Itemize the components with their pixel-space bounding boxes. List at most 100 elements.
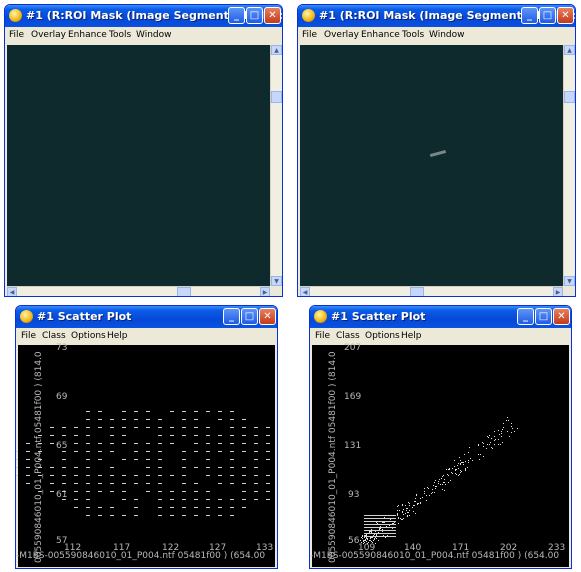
- scatter-point: [377, 523, 378, 524]
- scatter-point: [412, 507, 413, 508]
- menu-file[interactable]: File: [9, 30, 25, 40]
- vertical-scrollbar[interactable]: ▲ ▼: [563, 45, 575, 286]
- scatter-point: [372, 537, 373, 538]
- horizontal-scrollbar[interactable]: ◀ ▶: [300, 286, 563, 296]
- scatter-point: [62, 499, 66, 500]
- scatter-point: [456, 469, 457, 470]
- scatter-plot-area[interactable]: 005590846010_01_P004.ntf 05481f00 ) (814…: [310, 343, 569, 567]
- scatter-point: [376, 521, 380, 522]
- menu-enhance[interactable]: Enhance: [361, 30, 400, 40]
- scatter-point: [230, 507, 234, 508]
- scroll-right-arrow[interactable]: ▶: [553, 287, 563, 296]
- horizontal-scrollbar[interactable]: ◀ ▶: [7, 286, 270, 296]
- scroll-up-arrow[interactable]: ▲: [271, 45, 282, 55]
- scatter-point: [380, 524, 384, 525]
- scatter-point: [16, 459, 18, 460]
- scroll-left-arrow[interactable]: ◀: [7, 287, 17, 296]
- scatter-point: [371, 537, 372, 538]
- menu-class[interactable]: Class: [336, 331, 360, 341]
- scroll-down-arrow[interactable]: ▼: [271, 276, 282, 286]
- scroll-thumb-horizontal[interactable]: [410, 287, 424, 296]
- scatter-point: [146, 475, 150, 476]
- minimize-button[interactable]: _: [228, 7, 245, 24]
- scatter-point: [110, 483, 114, 484]
- vertical-scrollbar[interactable]: ▲ ▼: [270, 45, 282, 286]
- maximize-button[interactable]: □: [246, 7, 263, 24]
- scroll-up-arrow[interactable]: ▲: [564, 45, 575, 55]
- scatter-point: [432, 489, 433, 490]
- scatter-point: [427, 487, 428, 488]
- scroll-left-arrow[interactable]: ◀: [300, 287, 310, 296]
- scatter-plot-window-1[interactable]: #1 Scatter Plot _ □ ✕ File Class Options…: [15, 305, 278, 569]
- scroll-thumb[interactable]: [271, 91, 282, 103]
- scatter-point: [50, 467, 54, 468]
- menu-file[interactable]: File: [302, 30, 318, 40]
- scatter-point: [367, 543, 368, 544]
- menu-class[interactable]: Class: [42, 331, 66, 341]
- scatter-point: [38, 451, 42, 452]
- scatter-point: [206, 467, 210, 468]
- menu-help[interactable]: Help: [401, 331, 422, 341]
- close-button[interactable]: ✕: [557, 7, 574, 24]
- scatter-plot-area[interactable]: 005590846010_01_P004.ntf 05481f00 ) (814…: [16, 343, 275, 567]
- scatter-point: [459, 474, 460, 475]
- scatter-point: [509, 436, 510, 437]
- scatter-point: [194, 411, 198, 412]
- menu-window[interactable]: Window: [429, 30, 465, 40]
- scatter-point: [369, 540, 370, 541]
- title-bar[interactable]: #1 Scatter Plot _ □ ✕: [16, 306, 277, 328]
- scatter-point: [254, 467, 258, 468]
- maximize-button[interactable]: □: [539, 7, 556, 24]
- scatter-point: [388, 536, 392, 537]
- x-tick-label: 171: [452, 543, 470, 553]
- menu-file[interactable]: File: [315, 331, 331, 341]
- menu-tools[interactable]: Tools: [109, 30, 132, 40]
- menu-options[interactable]: Options: [71, 331, 106, 341]
- image-canvas[interactable]: [7, 45, 270, 286]
- scatter-point: [508, 420, 509, 421]
- scatter-point: [374, 534, 375, 535]
- close-button[interactable]: ✕: [553, 308, 570, 325]
- title-bar[interactable]: #1 (R:ROI Mask (Image Segment #1: (R) :2…: [298, 5, 575, 27]
- scatter-point: [495, 439, 496, 440]
- image-canvas[interactable]: [300, 45, 563, 286]
- scatter-point: [266, 427, 270, 428]
- menu-overlay[interactable]: Overlay: [324, 30, 359, 40]
- scatter-point: [387, 535, 388, 536]
- menu-overlay[interactable]: Overlay: [31, 30, 66, 40]
- scatter-point: [206, 443, 210, 444]
- window-title: #1 Scatter Plot: [331, 310, 426, 323]
- scatter-point: [517, 428, 518, 429]
- close-button[interactable]: ✕: [264, 7, 281, 24]
- scroll-right-arrow[interactable]: ▶: [260, 287, 270, 296]
- menu-tools[interactable]: Tools: [402, 30, 425, 40]
- minimize-button[interactable]: _: [223, 308, 240, 325]
- menu-window[interactable]: Window: [136, 30, 172, 40]
- scatter-point: [507, 431, 508, 432]
- scatter-point: [413, 505, 414, 506]
- scatter-plot-window-2[interactable]: #1 Scatter Plot _ □ ✕ File Class Options…: [309, 305, 572, 569]
- scatter-point: [460, 464, 461, 465]
- scatter-point: [468, 460, 469, 461]
- scatter-point: [455, 469, 456, 470]
- menu-enhance[interactable]: Enhance: [68, 30, 107, 40]
- title-bar[interactable]: #1 (R:ROI Mask (Image Segment #1: (R) :2…: [5, 5, 282, 27]
- menu-options[interactable]: Options: [365, 331, 400, 341]
- scroll-thumb-horizontal[interactable]: [177, 287, 191, 296]
- menu-help[interactable]: Help: [107, 331, 128, 341]
- scatter-point: [459, 457, 460, 458]
- minimize-button[interactable]: _: [521, 7, 538, 24]
- maximize-button[interactable]: □: [535, 308, 552, 325]
- scatter-point: [458, 468, 459, 469]
- menu-file[interactable]: File: [21, 331, 37, 341]
- roi-mask-window-1[interactable]: #1 (R:ROI Mask (Image Segment #1: (R) :2…: [4, 4, 283, 297]
- roi-mask-window-2[interactable]: #1 (R:ROI Mask (Image Segment #1: (R) :2…: [297, 4, 576, 297]
- scroll-thumb[interactable]: [564, 91, 575, 103]
- maximize-button[interactable]: □: [241, 308, 258, 325]
- scroll-down-arrow[interactable]: ▼: [564, 276, 575, 286]
- title-bar[interactable]: #1 Scatter Plot _ □ ✕: [310, 306, 571, 328]
- scatter-point: [370, 537, 371, 538]
- close-button[interactable]: ✕: [259, 308, 276, 325]
- scatter-point: [364, 537, 365, 538]
- minimize-button[interactable]: _: [517, 308, 534, 325]
